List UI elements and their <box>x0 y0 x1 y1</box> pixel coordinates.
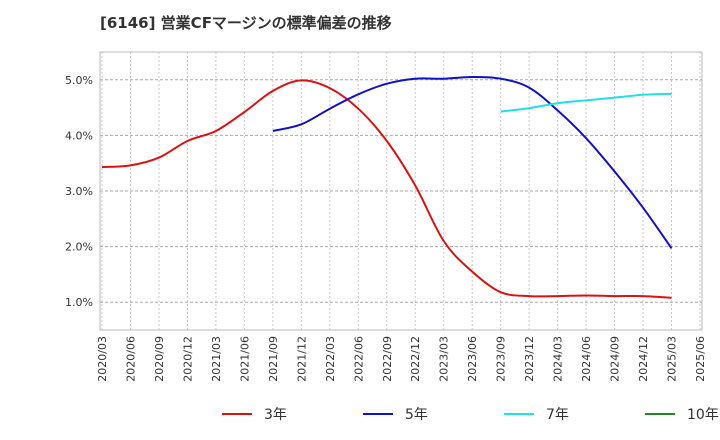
x-tick-label: 2025/06 <box>694 336 707 382</box>
x-tick-label: 2024/09 <box>609 336 622 382</box>
legend-label: 5年 <box>405 407 428 423</box>
legend-label: 7年 <box>546 407 569 423</box>
x-tick-label: 2020/12 <box>181 336 194 382</box>
x-tick-label: 2023/09 <box>495 336 508 382</box>
x-tick-label: 2022/09 <box>381 336 394 382</box>
legend: 3年 5年 7年 10年 <box>222 407 719 423</box>
series-line <box>272 75 673 249</box>
x-tick-label: 2024/06 <box>580 336 593 382</box>
y-axis: 1.0% 2.0% 3.0% 4.0% 5.0% <box>65 74 93 309</box>
y-tick-label: 4.0% <box>65 129 93 142</box>
chart-title: [6146] 営業CFマージンの標準偏差の推移 <box>100 14 392 32</box>
x-tick-label: 2023/12 <box>523 336 536 382</box>
x-tick-label: 2022/06 <box>352 336 365 382</box>
y-tick-label: 5.0% <box>65 74 93 87</box>
x-axis: 2020/03 2020/06 2020/09 2020/12 2021/03 2021/… <box>96 336 707 382</box>
y-tick-label: 2.0% <box>65 241 93 254</box>
x-tick-label: 2021/12 <box>295 336 308 382</box>
y-tick-label: 1.0% <box>65 296 93 309</box>
x-tick-label: 2021/03 <box>210 336 223 382</box>
x-tick-label: 2023/03 <box>438 336 451 382</box>
x-tick-label: 2020/09 <box>153 336 166 382</box>
x-tick-label: 2022/12 <box>409 336 422 382</box>
legend-label: 10年 <box>687 407 719 423</box>
y-tick-label: 3.0% <box>65 185 93 198</box>
x-tick-label: 2020/06 <box>124 336 137 382</box>
legend-label: 3年 <box>264 407 287 423</box>
x-tick-label: 2025/03 <box>666 336 679 382</box>
series-line <box>101 79 672 299</box>
x-tick-label: 2022/03 <box>324 336 337 382</box>
x-tick-label: 2023/06 <box>466 336 479 382</box>
x-tick-label: 2021/09 <box>267 336 280 382</box>
x-tick-label: 2024/12 <box>637 336 650 382</box>
series-group <box>101 75 673 299</box>
x-tick-label: 2024/03 <box>552 336 565 382</box>
x-tick-label: 2021/06 <box>238 336 251 382</box>
series-line <box>500 92 672 113</box>
x-tick-label: 2020/03 <box>96 336 109 382</box>
